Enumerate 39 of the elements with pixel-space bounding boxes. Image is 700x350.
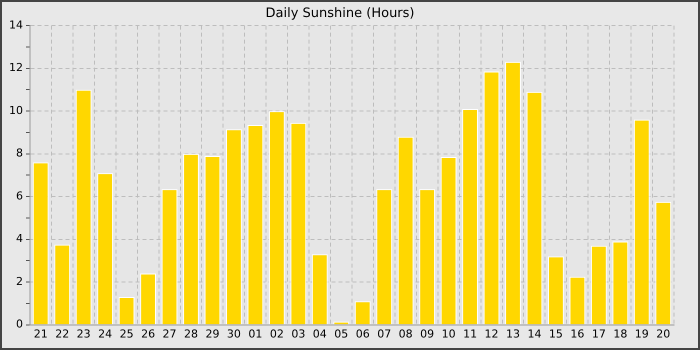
y-tick-label: 4	[16, 232, 23, 246]
x-tick-label: 11	[463, 327, 478, 340]
x-tick-label: 04	[312, 327, 327, 340]
x-tick-label: 14	[527, 327, 542, 340]
x-tick-label: 17	[592, 327, 606, 340]
x-tick-label: 20	[656, 327, 670, 340]
x-tick-label: 07	[377, 327, 392, 340]
y-tick-label: 0	[16, 318, 23, 331]
x-tick-label: 03	[291, 327, 306, 340]
y-tick-label: 10	[8, 104, 23, 117]
y-tick-label: 12	[8, 61, 23, 74]
x-tick-label: 01	[248, 327, 262, 340]
x-tick-label: 28	[184, 327, 198, 340]
x-tick-label: 08	[398, 327, 413, 340]
x-tick-label: 21	[34, 327, 48, 340]
x-tick-label: 19	[634, 327, 649, 340]
x-tick-label: 09	[420, 327, 434, 340]
x-tick-label: 22	[55, 327, 70, 340]
x-tick-label: 30	[226, 327, 241, 340]
y-tick-label: 2	[16, 274, 23, 288]
x-tick-label: 27	[162, 327, 177, 340]
x-tick-label: 25	[120, 327, 134, 340]
x-tick-label: 24	[98, 327, 112, 340]
x-tick-label: 23	[76, 327, 91, 340]
chart-title: Daily Sunshine (Hours)	[266, 6, 414, 22]
x-tick-label: 18	[613, 327, 628, 340]
x-tick-label: 26	[141, 327, 156, 340]
x-tick-label: 13	[506, 327, 520, 340]
x-tick-label: 02	[270, 327, 284, 340]
x-tick-label: 29	[205, 327, 220, 340]
y-tick-label: 8	[16, 146, 23, 160]
x-tick-label: 16	[570, 327, 584, 340]
x-tick-label: 12	[484, 327, 499, 340]
y-tick-label: 6	[16, 189, 23, 202]
x-tick-label: 06	[356, 327, 370, 340]
x-tick-label: 05	[334, 327, 348, 340]
y-tick-label: 14	[8, 18, 23, 32]
x-tick-label: 10	[442, 327, 456, 340]
x-tick-label: 15	[548, 327, 563, 340]
